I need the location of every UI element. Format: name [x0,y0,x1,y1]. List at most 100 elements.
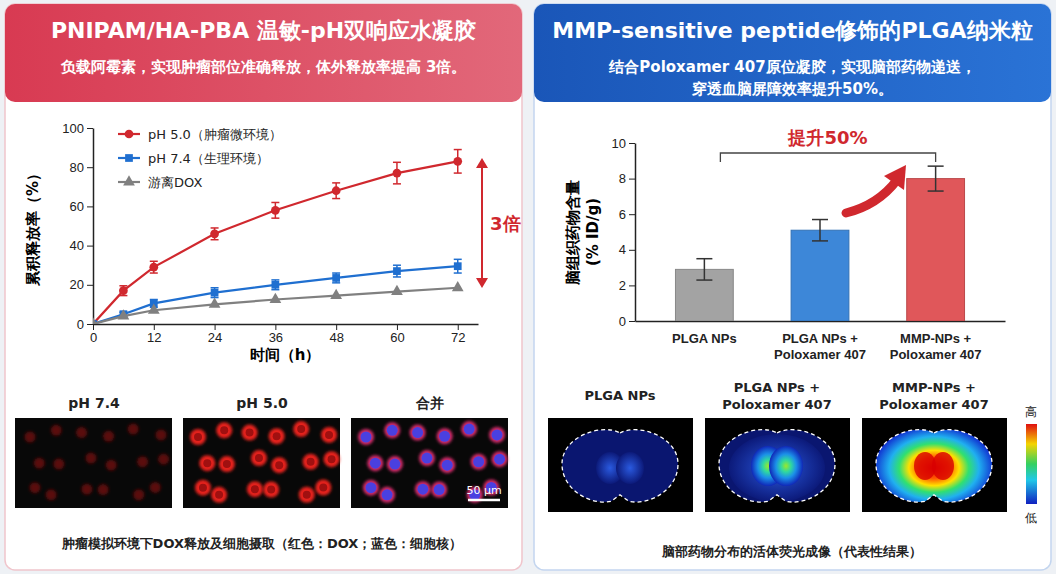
nucleus [464,424,475,435]
micrograph [15,418,172,508]
cell-core [223,460,231,468]
cell-core [255,454,263,462]
colorbar [1026,424,1037,504]
annotation: 提升50% [720,127,935,213]
x-axis-title: 时间（h） [250,346,321,364]
heat-spot [616,452,644,484]
image-label: pH 5.0 [236,395,288,411]
axis-line [94,324,479,326]
cell [195,480,211,496]
plot-area [675,166,964,321]
tick-label: 2 [619,278,626,293]
tick-label: 60 [70,199,84,214]
nucleus [473,456,484,467]
heat [596,452,644,484]
nucleus [417,484,428,495]
nucleus [494,454,505,465]
error-bar [150,261,158,273]
cell [321,427,337,443]
error-cap [454,149,462,151]
cell-core [273,432,281,440]
cell-core [319,483,327,491]
x-axis: 0122436486072 [90,324,479,345]
tick-mark [629,179,635,180]
error-cap [393,183,401,185]
tick: 0 [90,324,97,345]
tick-label: 20 [70,277,84,292]
error-cap [271,217,279,219]
tick: 100 [62,121,93,136]
cell [133,489,144,500]
error-cap [211,227,219,229]
error-cap [928,165,944,167]
tick-mark [87,167,93,168]
brain-fill [719,430,835,502]
arrow-head [884,165,906,190]
marker [211,289,219,297]
tick-label: 24 [208,330,222,345]
tick-label: PLGA NPs +Poloxamer 407 [774,331,866,362]
cell [190,429,206,445]
tick-label: 8 [619,171,626,186]
brain-outline [562,430,678,502]
error-cap [393,162,401,164]
cell [303,454,319,470]
cell [98,484,109,495]
nucleus [492,429,503,440]
cell [34,458,45,469]
tick-label: 80 [70,160,84,175]
error-cap [393,276,401,278]
image-label: MMP-NPs +Poloxamer 407 [879,380,988,412]
cell [29,482,40,493]
annotation-text: 提升50% [787,127,867,148]
bar [907,179,965,321]
error-cap [332,282,340,284]
tick: 60 [390,324,404,345]
cell-core [275,461,283,469]
marker [148,303,160,313]
bar [791,230,849,321]
micrograph [183,418,340,508]
nucleus [382,489,393,500]
tick-mark [87,285,93,286]
cell [103,431,114,442]
tick-mark [629,214,635,215]
tick-label: 40 [70,238,84,253]
nucleus [389,459,400,470]
tick-mark [629,321,635,322]
tick-mark [87,206,93,207]
marker [454,262,462,270]
cell [293,421,309,437]
tick: 0 [77,317,93,332]
error-cap [271,279,279,281]
cell [247,481,263,497]
tick-label: 0 [90,330,97,345]
cell-core [203,459,211,467]
nucleus [421,453,432,464]
tick: MMP-NPs +Poloxamer 407 [890,321,982,362]
cell [150,482,161,493]
cell [367,455,383,471]
colorbar-label: 低 [1025,511,1037,525]
marker [393,169,402,178]
error-bar [211,288,219,298]
image-caption: 肿瘤模拟环境下DOX释放及细胞摄取（红色：DOX；蓝色：细胞核） [61,536,463,551]
marker [271,206,280,215]
cell [81,484,92,495]
image-caption: 脑部药物分布的活体荧光成像（代表性结果） [661,544,922,559]
y-axis: 0 20 40 60 80 100 [62,121,93,332]
tick-label: 6 [619,207,626,222]
tick-label: 4 [619,242,626,257]
error-cap [812,219,828,221]
heat [729,434,825,502]
marker [149,263,158,272]
colorbar-label: 高 [1025,405,1037,419]
cell-core [328,455,336,463]
tick: PLGA NPs +Poloxamer 407 [774,321,866,362]
cell [76,427,87,438]
image-bg [351,418,508,508]
scale-bar-label: 50 μm [466,484,501,497]
nucleus [370,458,381,469]
tick: 80 [70,160,93,175]
marker [330,289,342,299]
